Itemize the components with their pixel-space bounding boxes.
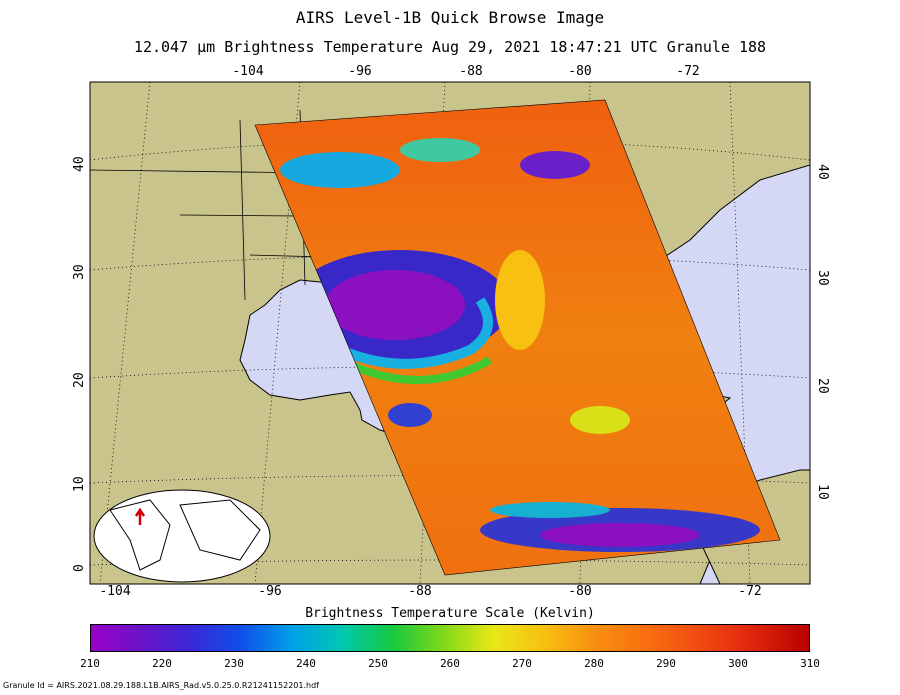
left-tick-2: 30 (72, 264, 87, 280)
map-title: AIRS Level-1B Quick Browse Image (295, 8, 605, 27)
left-tick-4: 10 (72, 476, 87, 492)
hurricane-spiral-band-green (338, 356, 492, 384)
bottom-tick-1: -104 (99, 584, 131, 599)
north-cloud-band (280, 152, 400, 188)
hurricane-cold-cloud-core (325, 270, 465, 340)
inset-globe (93, 489, 271, 583)
airs-swath (254, 99, 781, 576)
bottom-tick-3: -88 (408, 584, 432, 599)
left-tick-1: 40 (72, 156, 87, 172)
colorbar-label: 220 (152, 657, 172, 670)
top-tick-5: -72 (676, 64, 700, 79)
southern-convection-edge (490, 502, 610, 518)
top-tick-4: -80 (568, 64, 592, 79)
colorbar-label: 240 (296, 657, 316, 670)
right-tick-1: 40 (815, 164, 830, 180)
florida-clouds (495, 250, 545, 350)
bottom-tick-5: -72 (738, 584, 762, 599)
right-tick-3: 20 (815, 378, 830, 394)
great-lakes-clouds (520, 151, 590, 179)
bottom-tick-2: -96 (258, 584, 282, 599)
right-tick-4: 10 (815, 484, 830, 500)
bottom-tick-4: -80 (568, 584, 592, 599)
granule-id: Granule Id = AIRS.2021.08.29.188.L1B.AIR… (3, 681, 319, 690)
globe-locator-icon (134, 507, 146, 525)
map-panel (89, 81, 811, 585)
left-tick-5: 0 (72, 564, 87, 572)
top-tick-1: -104 (232, 64, 264, 79)
caribbean-clouds (570, 406, 630, 434)
map-subtitle: 12.047 μm Brightness Temperature Aug 29,… (133, 38, 767, 56)
southern-convection-core (540, 523, 700, 547)
north-cloud-band-2 (400, 138, 480, 162)
colorbar-label: 270 (512, 657, 532, 670)
colorbar-label: 310 (800, 657, 820, 670)
colorbar (90, 624, 810, 652)
colorbar-title: Brightness Temperature Scale (Kelvin) (305, 606, 595, 621)
colorbar-label: 280 (584, 657, 604, 670)
colorbar-label: 250 (368, 657, 388, 670)
right-tick-2: 30 (815, 270, 830, 286)
top-tick-3: -88 (459, 64, 483, 79)
colorbar-label: 230 (224, 657, 244, 670)
colorbar-label: 300 (728, 657, 748, 670)
yucatan-clouds (388, 403, 432, 427)
top-tick-2: -96 (348, 64, 372, 79)
colorbar-label: 210 (80, 657, 100, 670)
hurricane-spiral-band (327, 297, 493, 369)
colorbar-label: 260 (440, 657, 460, 670)
colorbar-label: 290 (656, 657, 676, 670)
left-tick-3: 20 (72, 372, 87, 388)
map-frame (89, 81, 811, 585)
